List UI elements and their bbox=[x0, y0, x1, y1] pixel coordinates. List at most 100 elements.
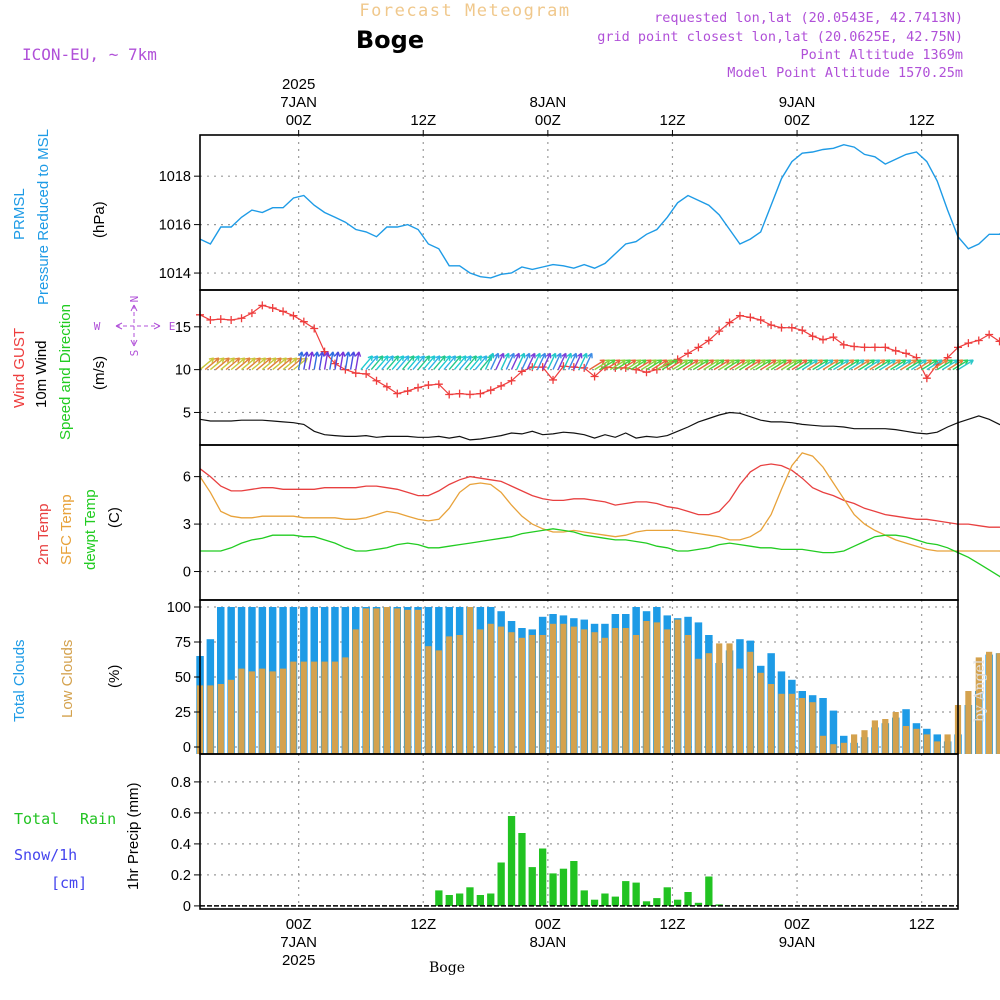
wind-direction-arrow bbox=[770, 359, 788, 371]
gust-marker bbox=[258, 301, 267, 310]
wind-direction-arrow bbox=[391, 355, 405, 371]
low-cloud-bar bbox=[695, 658, 702, 754]
gust-marker bbox=[247, 309, 256, 318]
wind-direction-arrow bbox=[749, 359, 767, 371]
wind-direction-arrow bbox=[453, 355, 467, 371]
top-time-label-0-1: 7JAN bbox=[280, 94, 317, 111]
low-cloud-bar bbox=[674, 619, 681, 754]
gust-marker bbox=[881, 343, 890, 352]
wind-direction-arrow bbox=[448, 355, 462, 371]
wind-direction-arrow bbox=[718, 359, 736, 371]
top-time-label-0-2: 00Z bbox=[286, 112, 312, 129]
wind-direction-arrow bbox=[661, 359, 678, 371]
ytick-label-clouds-2: 50 bbox=[175, 670, 191, 686]
low-cloud-bar bbox=[736, 668, 743, 754]
rain-bar bbox=[435, 890, 443, 906]
gust-marker bbox=[673, 355, 682, 364]
gust-marker bbox=[486, 386, 495, 395]
product-title: Forecast Meteogram bbox=[359, 1, 570, 21]
wind-direction-arrow bbox=[412, 355, 426, 371]
gust-marker bbox=[206, 315, 215, 324]
gust-marker bbox=[746, 313, 755, 322]
wind-direction-arrow bbox=[583, 352, 593, 370]
rain-bar bbox=[705, 876, 713, 906]
ytick-label-wind-2: 15 bbox=[175, 320, 191, 336]
gust-marker bbox=[891, 346, 900, 355]
gust-marker bbox=[870, 343, 879, 352]
wind-direction-arrow bbox=[381, 355, 394, 371]
wind-direction-arrow bbox=[760, 359, 777, 371]
low-cloud-bar bbox=[830, 744, 837, 754]
total-cloud-bar bbox=[829, 710, 838, 754]
low-cloud-bar bbox=[280, 668, 287, 754]
bottom-time-label-0-1: 7JAN bbox=[280, 934, 317, 951]
low-cloud-bar bbox=[290, 661, 297, 754]
wind-direction-arrow bbox=[843, 359, 860, 371]
wind-direction-arrow bbox=[879, 359, 897, 371]
temp-labels: 2m Temp SFC Temp dewpt Temp (C) bbox=[35, 489, 123, 570]
temp2m-label: 2m Temp bbox=[35, 504, 52, 565]
gust-marker bbox=[808, 332, 817, 341]
ytick-label-pressure-1: 1016 bbox=[159, 218, 191, 234]
gust-marker bbox=[289, 311, 298, 320]
rain-bar bbox=[653, 898, 661, 906]
low-cloud-bar bbox=[498, 626, 505, 754]
low-cloud-bar bbox=[601, 637, 608, 754]
low-cloud-bar bbox=[259, 668, 266, 754]
wind-direction-arrow bbox=[375, 355, 389, 371]
bottom-time-label-0-0: 00Z bbox=[286, 916, 312, 933]
low-cloud-bar bbox=[404, 609, 411, 754]
wind-direction-arrow bbox=[651, 359, 668, 371]
temp2m-line bbox=[199, 463, 1000, 528]
low-cloud-bar bbox=[892, 712, 899, 754]
gust-marker bbox=[756, 315, 765, 324]
wind-direction-arrow bbox=[334, 351, 341, 370]
wind-direction-arrow bbox=[365, 355, 379, 371]
gust-marker bbox=[445, 390, 454, 399]
gust-marker bbox=[715, 327, 724, 336]
pressure-line bbox=[199, 143, 1000, 279]
rain-bar bbox=[694, 902, 703, 906]
gust-marker bbox=[414, 383, 423, 392]
low-cloud-bar bbox=[352, 629, 359, 754]
low-cloud-bar bbox=[207, 685, 214, 754]
wind-direction-arrow bbox=[230, 357, 246, 371]
top-time-label-4-1: 00Z bbox=[784, 112, 810, 129]
wind-direction-arrow bbox=[204, 357, 220, 371]
low-cloud-bar bbox=[228, 679, 235, 754]
low-cloud-bar bbox=[311, 661, 318, 754]
low-cloud-bar bbox=[394, 608, 401, 754]
ytick-label-precip-4: 0.8 bbox=[171, 775, 191, 791]
top-time-label-1-0: 12Z bbox=[410, 112, 436, 129]
gust-marker bbox=[767, 321, 776, 330]
wind-direction-arrow bbox=[521, 352, 531, 370]
low-cloud-bar bbox=[539, 635, 546, 754]
rain-label: Rain bbox=[80, 810, 116, 828]
wind-direction-arrow bbox=[199, 357, 215, 371]
low-cloud-bar bbox=[747, 651, 754, 754]
ytick-label-temp-1: 3 bbox=[183, 517, 191, 533]
low-cloud-bar bbox=[612, 628, 619, 754]
pressure-unit: (hPa) bbox=[91, 201, 108, 238]
low-cloud-bar bbox=[934, 741, 941, 754]
footer-station: Boge bbox=[429, 960, 465, 976]
gust-marker bbox=[268, 303, 277, 312]
bottom-time-label-1-0: 12Z bbox=[410, 916, 436, 933]
gust-marker bbox=[476, 389, 485, 398]
direction-label: Speed and Direction bbox=[57, 304, 74, 440]
wind-direction-arrow bbox=[724, 359, 741, 371]
gust-marker bbox=[902, 349, 911, 358]
credit-watermark: by Angel bbox=[972, 659, 988, 722]
compass-w: W bbox=[94, 320, 101, 333]
wind-direction-arrow bbox=[827, 359, 845, 371]
wind-direction-arrow bbox=[812, 359, 829, 371]
gust-marker bbox=[279, 307, 288, 316]
wind-direction-arrow bbox=[765, 359, 782, 371]
wind-direction-arrow bbox=[567, 352, 578, 370]
wind-direction-arrow bbox=[422, 355, 436, 371]
ytick-label-precip-0: 0 bbox=[183, 899, 191, 915]
gust-marker bbox=[507, 376, 516, 385]
low-cloud-bar bbox=[331, 661, 339, 754]
gust-marker bbox=[465, 390, 474, 399]
